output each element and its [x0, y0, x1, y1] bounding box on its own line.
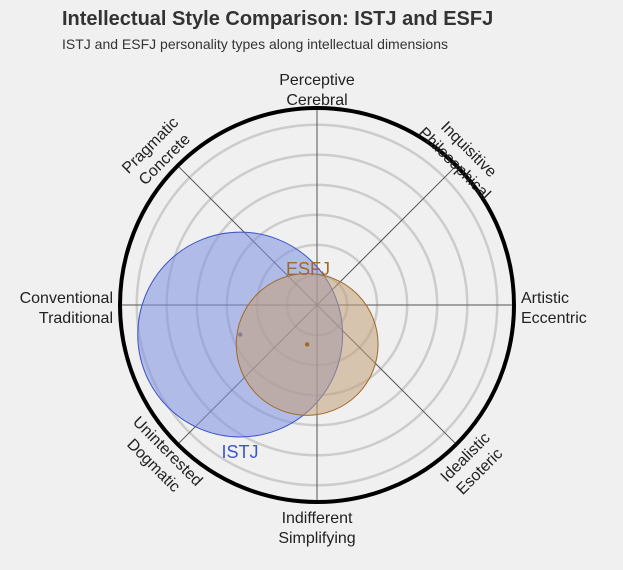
chart-title: Intellectual Style Comparison: ISTJ and …	[62, 8, 494, 30]
esfj-center-point	[304, 342, 310, 347]
axis-label: Perceptive Cerebral	[279, 72, 355, 109]
esfj-label: ESFJ	[286, 259, 330, 279]
istj-label: ISTJ	[221, 442, 258, 462]
axis-label: IdealisticEsoteric	[438, 430, 508, 500]
outer-ring	[118, 106, 516, 504]
axis-label: Artistic Eccentric	[521, 290, 587, 327]
axis-label: Indifferent Simplifying	[278, 510, 355, 547]
axis-label: InquisitivePhilosophical	[415, 110, 508, 203]
type-bubbles	[137, 231, 379, 438]
series-labels: ISTJ ESFJ	[221, 259, 330, 462]
axis-label: PragmaticConcrete	[119, 114, 196, 191]
chart-subtitle: ISTJ and ESFJ personality types along in…	[62, 36, 448, 52]
axis-label: Conventional Traditional	[20, 290, 113, 327]
